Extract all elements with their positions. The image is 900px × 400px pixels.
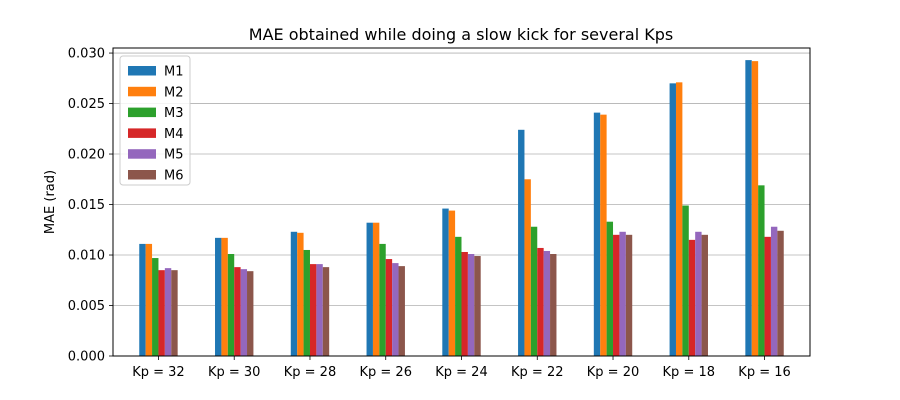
legend-swatch-m6 xyxy=(128,170,156,180)
bar-m5 xyxy=(164,268,172,356)
x-tick-label: Kp = 30 xyxy=(208,365,260,380)
bar-m1 xyxy=(518,129,525,356)
bar-m1 xyxy=(139,243,146,356)
bar-m5 xyxy=(543,250,551,356)
bar-m1 xyxy=(669,83,676,356)
bar-m3 xyxy=(227,254,235,356)
bar-m6 xyxy=(322,267,330,356)
bar-m2 xyxy=(372,222,380,356)
bar-m2 xyxy=(145,243,153,356)
x-tick-label: Kp = 28 xyxy=(284,365,336,380)
legend-label-m6: M6 xyxy=(164,169,184,184)
bar-m6 xyxy=(474,256,481,356)
bar-m3 xyxy=(758,185,765,356)
y-axis-label: MAE (rad) xyxy=(43,170,58,234)
bar-m6 xyxy=(701,234,708,356)
bar-m4 xyxy=(158,270,165,356)
bar-m4 xyxy=(309,264,317,356)
bar-m5 xyxy=(240,269,248,356)
legend-swatch-m5 xyxy=(128,149,156,159)
bar-m5 xyxy=(467,254,475,356)
bar-m2 xyxy=(448,210,456,356)
bar-m6 xyxy=(550,254,557,356)
bar-m6 xyxy=(171,270,178,356)
x-tick-label: Kp = 16 xyxy=(738,365,790,380)
legend-label-m1: M1 xyxy=(164,65,184,80)
bar-m1 xyxy=(442,208,449,356)
x-tick-label: Kp = 26 xyxy=(359,365,411,380)
bar-m4 xyxy=(764,236,771,356)
bar-m3 xyxy=(303,249,310,356)
legend-swatch-m4 xyxy=(128,128,156,138)
bar-m3 xyxy=(152,258,159,356)
y-tick-label: 0.000 xyxy=(68,350,105,365)
y-tick-label: 0.010 xyxy=(68,249,105,264)
bar-m2 xyxy=(221,237,228,356)
y-tick-label: 0.020 xyxy=(68,148,105,163)
bar-m2 xyxy=(297,232,304,356)
bar-m4 xyxy=(461,251,468,356)
bar-m2 xyxy=(600,114,607,357)
bar-m2 xyxy=(524,179,531,356)
chart-title: MAE obtained while doing a slow kick for… xyxy=(249,25,673,44)
bar-m5 xyxy=(695,231,702,356)
bar-m3 xyxy=(682,205,689,356)
bar-m1 xyxy=(593,112,601,356)
bar-m4 xyxy=(537,247,544,356)
y-tick-label: 0.030 xyxy=(68,47,105,62)
bar-m1 xyxy=(745,60,752,356)
bar-m1 xyxy=(215,237,222,356)
bar-m3 xyxy=(606,221,614,356)
bar-m5 xyxy=(619,231,626,356)
bar-m4 xyxy=(234,267,241,356)
bar-m3 xyxy=(530,226,538,356)
bar-m4 xyxy=(385,259,393,356)
y-axis: 0.000 0.005 0.010 0.015 0.020 0.025 0.030 xyxy=(68,47,113,365)
bar-m1 xyxy=(366,222,373,356)
x-tick-label: Kp = 32 xyxy=(132,365,184,380)
bar-m1 xyxy=(290,231,298,356)
bar-m4 xyxy=(688,239,696,356)
legend-label-m3: M3 xyxy=(164,106,184,121)
legend-swatch-m1 xyxy=(128,66,156,76)
bars xyxy=(139,60,784,357)
bar-m6 xyxy=(398,266,405,356)
legend-swatch-m2 xyxy=(128,86,156,97)
bar-m2 xyxy=(751,61,759,356)
bar-m3 xyxy=(379,243,386,356)
x-tick-label: Kp = 20 xyxy=(587,365,639,380)
legend-label-m4: M4 xyxy=(164,127,184,142)
bar-m6 xyxy=(777,230,784,356)
bar-m5 xyxy=(392,263,399,356)
y-tick-label: 0.005 xyxy=(68,299,105,314)
bar-m6 xyxy=(625,234,633,356)
x-axis: Kp = 32 Kp = 30 Kp = 28 Kp = 26 Kp = 24 Kp = … xyxy=(132,356,791,380)
bar-m5 xyxy=(316,264,323,356)
y-tick-label: 0.015 xyxy=(68,198,105,213)
y-tick-label: 0.025 xyxy=(68,97,105,112)
x-tick-label: Kp = 24 xyxy=(435,365,487,380)
legend-label-m5: M5 xyxy=(164,148,184,163)
bar-m3 xyxy=(455,236,462,356)
legend: M1 M2 M3 M4 M5 M6 xyxy=(119,55,191,186)
x-tick-label: Kp = 18 xyxy=(663,365,715,380)
bar-m6 xyxy=(247,271,254,356)
legend-swatch-m3 xyxy=(128,107,156,118)
x-tick-label: Kp = 22 xyxy=(511,365,563,380)
bar-m4 xyxy=(613,234,620,356)
bar-m5 xyxy=(770,226,778,356)
legend-label-m2: M2 xyxy=(164,85,184,100)
bar-m2 xyxy=(675,82,683,357)
